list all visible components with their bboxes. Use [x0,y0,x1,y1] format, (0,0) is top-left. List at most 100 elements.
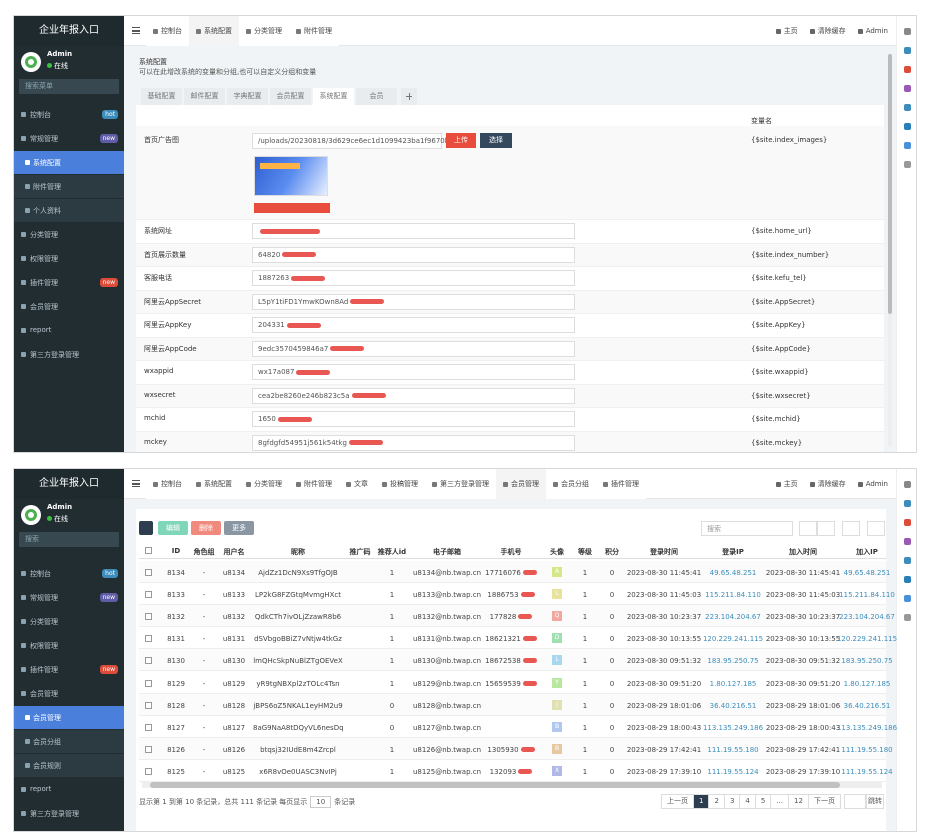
checkbox[interactable] [145,635,152,643]
menu-item[interactable]: 第三方登录管理 [14,343,124,366]
checkbox[interactable] [145,657,152,665]
refresh-button[interactable] [139,521,153,535]
page-button[interactable]: 12 [788,794,809,809]
menu-item[interactable]: 插件管理 new [14,271,124,294]
page-button[interactable]: ... [770,794,790,809]
select-button[interactable]: 选择 [480,133,512,148]
nav-tab[interactable]: 附件管理 [289,469,339,499]
table-tool-button[interactable] [799,521,817,536]
nav-tab[interactable]: 文章 [339,469,375,499]
page-button[interactable]: 5 [754,794,772,809]
nav-tab[interactable]: 分类管理 [239,16,289,46]
nav-tab[interactable]: 系统配置 [189,469,239,499]
upload-button[interactable]: 上传 [446,133,476,148]
toolbar-icon[interactable] [904,85,911,92]
config-input[interactable]: wx17a087 [252,364,575,380]
nav-tab[interactable]: 控制台 [146,16,189,46]
config-input[interactable] [252,223,575,239]
search-box[interactable]: 搜索 [701,521,793,536]
config-input[interactable]: 64820 [252,246,575,263]
menu-item[interactable]: 会员分组 [14,730,124,753]
config-tab[interactable]: 会员 [356,88,397,105]
nav-link[interactable]: Admin [865,27,888,35]
toolbar-icon[interactable] [904,161,911,168]
toolbar-icon[interactable] [904,500,911,507]
nav-tab[interactable]: 第三方登录管理 [425,469,496,499]
nav-tab[interactable]: 分类管理 [239,469,289,499]
checkbox[interactable] [145,679,152,687]
table-tool-button[interactable] [817,521,835,536]
page-button[interactable]: 4 [739,794,756,809]
nav-tab[interactable]: 附件管理 [289,16,339,46]
toolbar-button[interactable]: 删除 [191,521,221,535]
jump-input[interactable] [844,794,866,809]
checkbox[interactable] [145,723,152,731]
config-tab[interactable]: 基础配置 [141,88,182,105]
toolbar-icon[interactable] [904,47,911,54]
config-input[interactable]: 8gfdgfd54951j561k54tkg [252,434,575,451]
nav-link[interactable]: Admin [865,480,888,488]
menu-search[interactable]: 搜索菜单 [19,79,119,94]
menu-item[interactable]: 常规管理 new [14,127,124,150]
menu-item[interactable]: report [14,319,124,342]
jump-button[interactable]: 跳转 [866,794,884,809]
menu-item[interactable]: 附件管理 [14,175,124,198]
toolbar-icon[interactable] [904,595,911,602]
toolbar-icon[interactable] [904,123,911,130]
page-button[interactable]: 上一页 [661,794,694,809]
toolbar-icon[interactable] [904,557,911,564]
menu-item[interactable]: 个人资料 [14,199,124,222]
config-input[interactable]: 9edc3570459846a7 [252,340,575,357]
config-tab[interactable]: 邮件配置 [184,88,225,105]
config-tab[interactable]: 字典配置 [227,88,268,105]
nav-tab[interactable]: 插件管理 [596,469,646,499]
menu-item[interactable]: 权限管理 [14,634,124,657]
menu-item[interactable]: 权限管理 [14,247,124,270]
checkbox[interactable] [145,569,152,576]
checkbox[interactable] [145,613,152,621]
menu-item[interactable]: 插件管理 new [14,658,124,681]
menu-item[interactable]: 第三方登录管理 [14,802,124,825]
toolbar-icon[interactable] [904,538,911,545]
config-input[interactable]: 204331 [252,317,575,333]
menu-item[interactable]: 会员管理 [14,295,124,318]
config-input[interactable]: L5pY1tiFD1YmwKOwn8Ad [252,293,575,310]
nav-tab[interactable]: 控制台 [146,469,189,499]
menu-item[interactable]: 控制台 hot [14,562,124,585]
page-button[interactable]: 2 [708,794,725,809]
nav-tab[interactable]: 会员管理 [496,469,546,499]
toolbar-icon[interactable] [904,481,911,488]
menu-item[interactable]: 会员管理 [14,706,124,729]
toolbar-icon[interactable] [904,519,911,526]
toolbar-icon[interactable] [904,28,911,35]
page-button[interactable]: 下一页 [807,794,841,809]
menu-item[interactable]: 分类管理 [14,610,124,633]
menu-item[interactable]: 会员管理 [14,682,124,705]
table-tool-button[interactable] [867,521,885,536]
toolbar-icon[interactable] [904,142,911,149]
config-tab[interactable]: 系统配置 [313,88,354,105]
toolbar-button[interactable]: 更多 [224,521,254,535]
checkbox[interactable] [145,767,152,775]
menu-search[interactable]: 搜索 [19,532,119,547]
toolbar-button[interactable]: 编辑 [158,521,188,535]
page-button[interactable]: 1 [693,794,710,809]
nav-link[interactable]: 主页 [783,480,798,488]
nav-tab[interactable]: 投稿管理 [375,469,425,499]
delete-image-button[interactable] [254,203,330,213]
toolbar-icon[interactable] [904,66,911,73]
config-tab[interactable]: 会员配置 [270,88,311,105]
nav-tab[interactable]: 系统配置 [189,16,239,46]
nav-tab[interactable]: 会员分组 [546,469,596,499]
page-size[interactable]: 10 [310,796,332,808]
menu-item[interactable]: 系统配置 [14,151,124,174]
menu-item[interactable]: report [14,778,124,801]
table-tool-button[interactable] [842,521,860,536]
checkbox[interactable] [145,547,152,554]
toolbar-icon[interactable] [904,576,911,583]
config-input[interactable]: /uploads/20230818/3d629ce6ec1d1099423ba1… [252,133,475,149]
config-input[interactable]: cea2be8260e246b823c5a [252,387,575,404]
nav-link[interactable]: 清除缓存 [817,27,846,35]
menu-item[interactable]: 分类管理 [14,223,124,246]
menu-item[interactable]: 控制台 hot [14,103,124,126]
